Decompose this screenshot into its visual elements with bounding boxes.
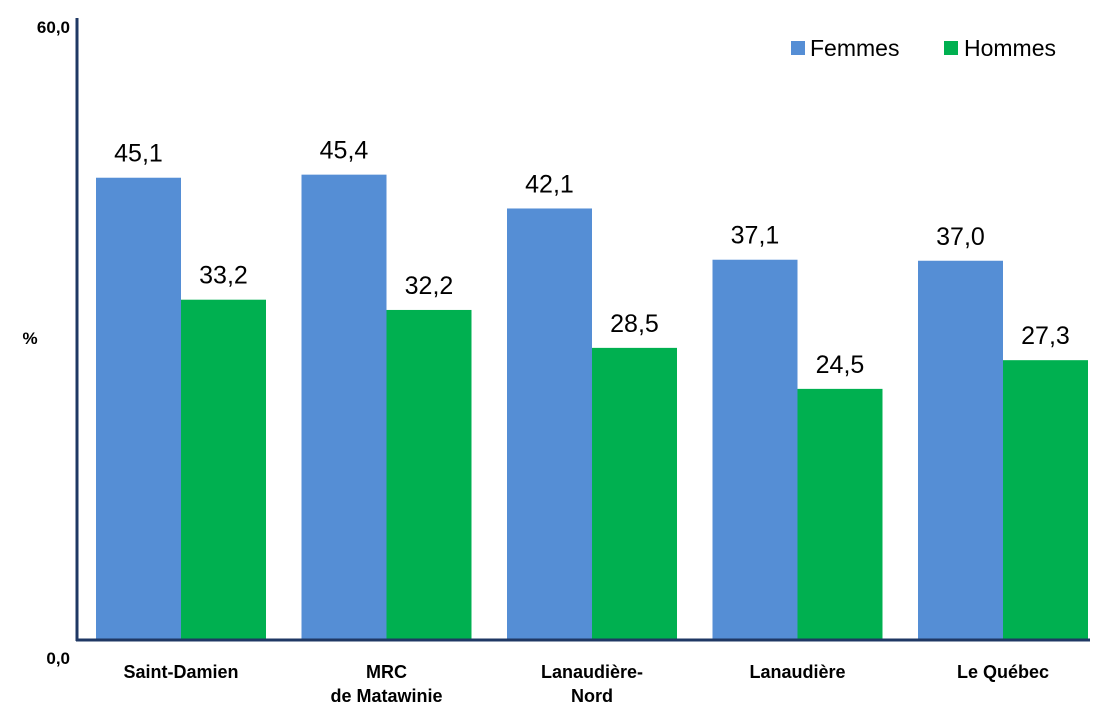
data-label-hommes-4: 27,3 [1021,322,1070,350]
category-label-1-line-0: MRC [366,662,407,682]
bar-femmes-1 [301,174,387,640]
bar-hommes-2 [592,347,677,640]
legend: Femmes Hommes [791,35,1056,61]
bar-hommes-0 [181,299,266,640]
bar-femmes-0 [96,177,181,640]
data-label-femmes-4: 37,0 [936,223,985,251]
bar-femmes-4 [918,260,1003,640]
y-tick-label-min: 0,0 [46,649,70,668]
legend-label-hommes: Hommes [964,35,1056,61]
category-label-1-line-1: de Matawinie [330,686,442,706]
legend-swatch-hommes [944,41,958,55]
bar-femmes-3 [712,259,798,640]
data-label-hommes-1: 32,2 [405,272,454,300]
category-label-4: Le Québec [957,662,1049,682]
category-label-2-line-0: Lanaudière- [541,662,643,682]
data-label-femmes-1: 45,4 [320,137,369,165]
data-label-hommes-3: 24,5 [816,351,865,379]
category-label-3: Lanaudière [749,662,845,682]
bar-femmes-2 [507,208,592,640]
data-label-femmes-3: 37,1 [731,222,780,250]
category-label-0: Saint-Damien [123,662,238,682]
bar-hommes-4 [1003,360,1088,640]
category-labels-group: Saint-Damien MRC de Matawinie Lanaudière- No… [123,662,1049,706]
y-axis-label: % [22,329,37,348]
legend-label-femmes: Femmes [810,35,899,61]
data-label-femmes-0: 45,1 [114,140,163,168]
y-tick-label-max: 60,0 [37,18,70,37]
data-label-hommes-2: 28,5 [610,310,659,338]
bar-hommes-1 [386,309,472,640]
bars-group [96,174,1088,640]
bar-hommes-3 [797,388,883,640]
data-label-femmes-2: 42,1 [525,170,574,198]
value-labels-group: 45,1 33,2 45,4 32,2 42,1 28,5 37,1 24,5 37,0 27,3 [114,137,1070,379]
category-label-2-line-1: Nord [571,686,613,706]
legend-swatch-femmes [791,41,805,55]
data-label-hommes-0: 33,2 [199,262,248,290]
